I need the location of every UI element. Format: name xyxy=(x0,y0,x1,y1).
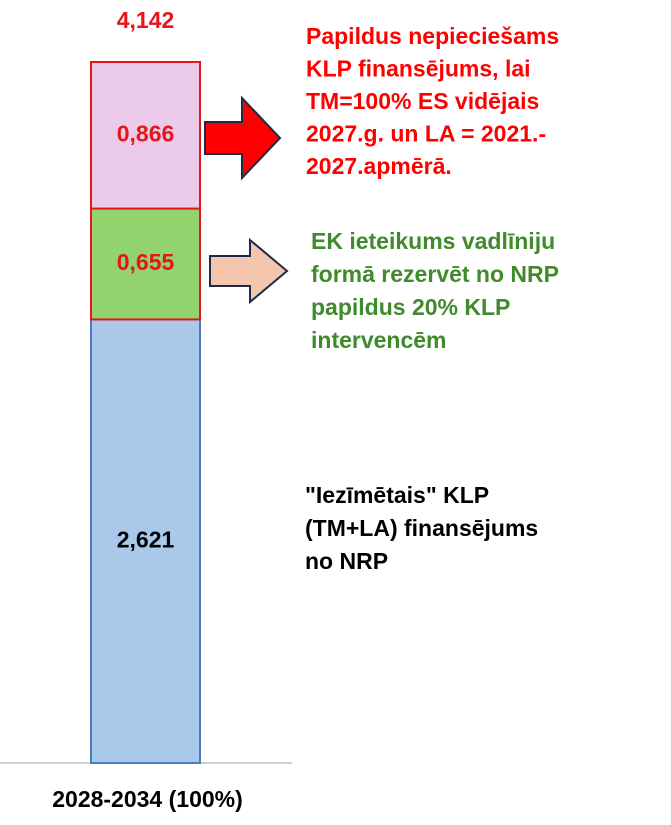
annotation-line: EK ieteikums vadlīniju xyxy=(311,228,555,254)
total-label: 4,142 xyxy=(117,7,175,33)
annotation-line: intervencēm xyxy=(311,327,447,353)
peach-arrow xyxy=(209,237,289,305)
value-label: 0,866 xyxy=(117,120,175,146)
value-label: 0,655 xyxy=(117,249,175,275)
bar-segment xyxy=(90,207,201,321)
annotation-line: 2027.apmērā. xyxy=(306,153,452,179)
annotation-line: papildus 20% KLP xyxy=(311,294,510,320)
annotation-line: TM=100% ES vidējais xyxy=(306,88,539,114)
annotation-line: KLP finansējums, lai xyxy=(306,56,531,82)
annotation-line: "Iezīmētais" KLP xyxy=(305,482,489,508)
annotation-line: Papildus nepieciešams xyxy=(306,23,559,49)
bar-segment xyxy=(90,61,201,210)
category-label: 2028-2034 (100%) xyxy=(52,786,243,812)
bar-segment xyxy=(90,318,201,764)
annotation-line: (TM+LA) finansējums xyxy=(305,515,538,541)
annotation-line: formā rezervēt no NRP xyxy=(311,261,559,287)
value-label: 2,621 xyxy=(117,526,175,552)
annotation-line: 2027.g. un LA = 2021.- xyxy=(306,121,546,147)
red-arrow xyxy=(204,95,282,181)
annotation-line: no NRP xyxy=(305,548,388,574)
